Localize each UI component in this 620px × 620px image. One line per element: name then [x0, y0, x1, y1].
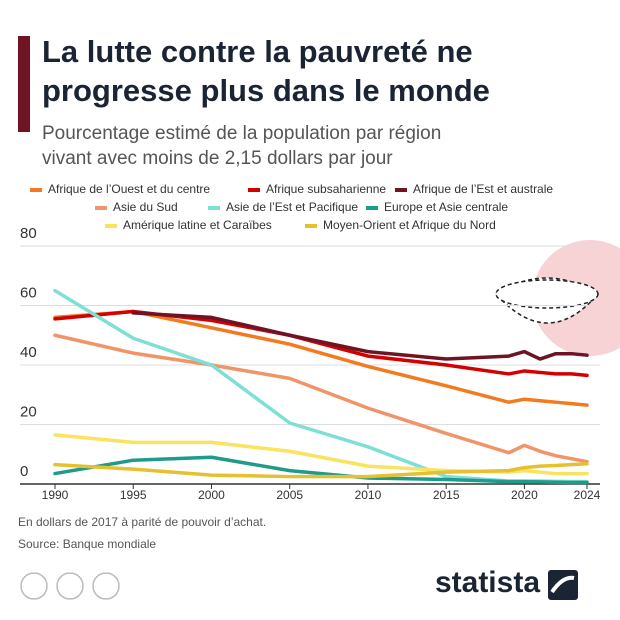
legend-label: Afrique de l’Est et australe: [413, 182, 553, 196]
brand: statista: [435, 566, 540, 599]
y-tick-label: 0: [20, 463, 28, 480]
title-bar: [18, 36, 30, 132]
subtitle: Pourcentage estimé de la population par …: [42, 123, 441, 144]
x-tick-label: 2020: [511, 488, 538, 502]
series-line: [131, 311, 589, 361]
series-line: [53, 455, 589, 485]
brand-logo: [550, 575, 575, 594]
y-tick-label: 60: [20, 284, 37, 301]
legend-label: Asie de l’Est et Pacifique: [226, 200, 358, 214]
subtitle: vivant avec moins de 2,15 dollars par jo…: [42, 148, 393, 169]
y-tick-label: 20: [20, 403, 37, 420]
legend-label: Amérique latine et Caraïbes: [123, 218, 272, 232]
x-tick-label: 2015: [433, 488, 460, 502]
note: En dollars de 2017 à parité de pouvoir d…: [18, 515, 266, 529]
x-tick-label: 1995: [120, 488, 147, 502]
x-tick-label: 1990: [42, 488, 69, 502]
x-tick-label: 2000: [198, 488, 225, 502]
x-tick-label: 2010: [355, 488, 382, 502]
series-line: [53, 462, 589, 479]
series-line: [53, 333, 589, 464]
legend-label: Moyen-Orient et Afrique du Nord: [323, 218, 496, 232]
x-tick-label: 2024: [574, 488, 601, 502]
y-tick-label: 40: [20, 344, 37, 361]
license-icons: [20, 572, 120, 600]
series-line: [53, 309, 589, 378]
legend-label: Afrique de l’Ouest et du centre: [48, 182, 210, 196]
legend-label: Asie du Sud: [113, 200, 178, 214]
chart-title: progresse plus dans le monde: [42, 73, 490, 108]
brand-logo: [548, 570, 578, 600]
y-tick-label: 80: [20, 225, 37, 242]
source: Source: Banque mondiale: [18, 537, 156, 551]
x-tick-label: 2005: [276, 488, 303, 502]
legend-label: Afrique subsaharienne: [266, 182, 386, 196]
legend-label: Europe et Asie centrale: [384, 200, 508, 214]
bowl-icon: [494, 277, 600, 324]
series-line: [53, 309, 589, 407]
chart-title: La lutte contre la pauvreté ne: [42, 34, 473, 69]
